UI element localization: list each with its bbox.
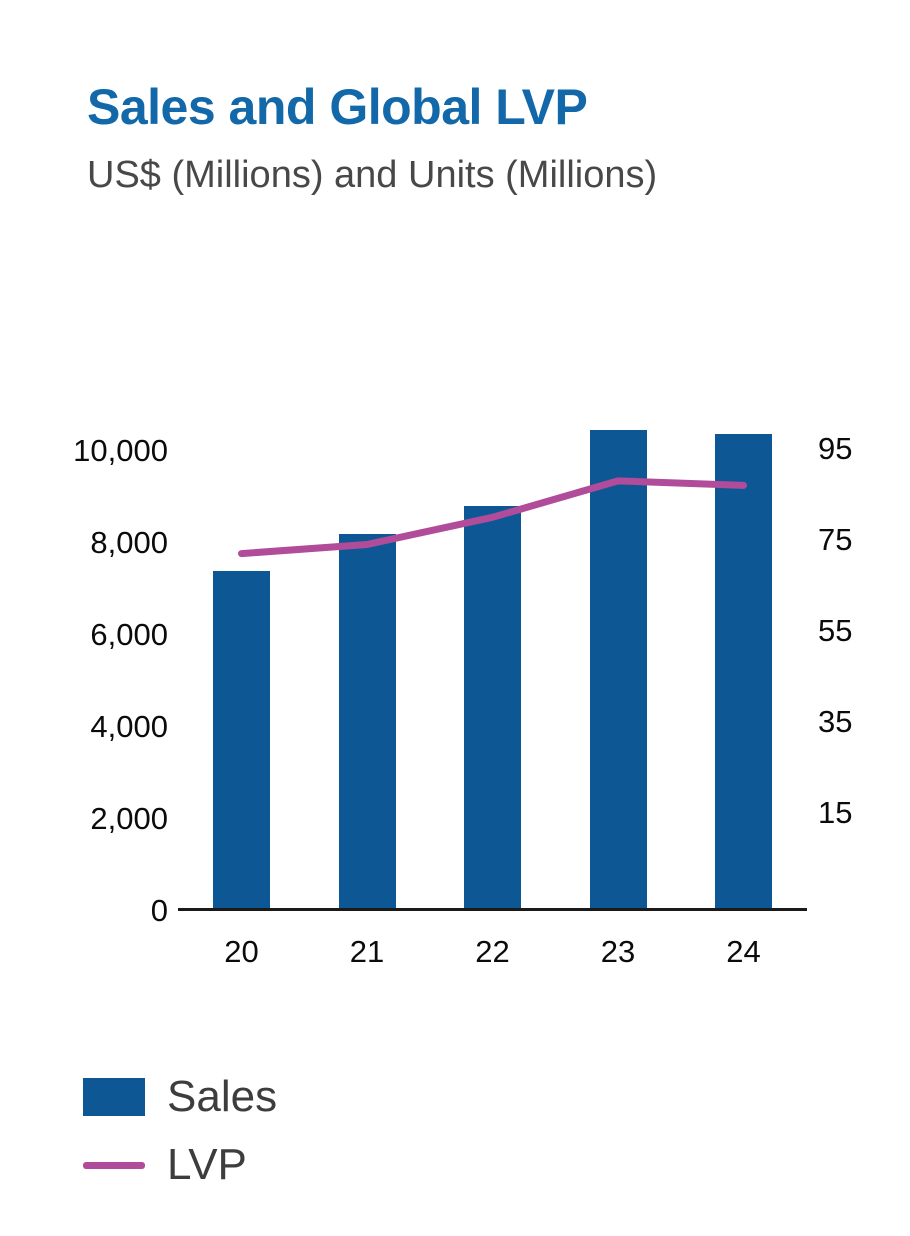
legend-lvp-swatch bbox=[83, 1161, 145, 1169]
y-axis-right-tick-15: 15 bbox=[818, 795, 853, 830]
sales-bar-22 bbox=[464, 506, 521, 911]
legend-sales-swatch bbox=[83, 1078, 145, 1116]
sales-bar-20 bbox=[213, 570, 270, 911]
sales-bar-24 bbox=[715, 433, 772, 911]
y-axis-left-tick-6000: 6,000 bbox=[90, 617, 168, 652]
legend: Sales LVP bbox=[83, 1072, 277, 1190]
sales-bar-23 bbox=[589, 430, 647, 911]
legend-lvp-label: LVP bbox=[167, 1140, 247, 1189]
chart-title: Sales and Global LVP bbox=[87, 79, 588, 135]
x-axis-label-24: 24 bbox=[726, 934, 761, 969]
y-axis-left-tick-10000: 10,000 bbox=[73, 433, 168, 468]
legend-sales-label: Sales bbox=[167, 1072, 278, 1121]
y-axis-right-tick-95: 95 bbox=[818, 431, 853, 466]
y-axis-left-tick-4000: 4,000 bbox=[90, 709, 168, 744]
y-axis-left-tick-2000: 2,000 bbox=[90, 801, 168, 836]
legend-item-sales: Sales bbox=[83, 1072, 277, 1122]
y-axis-right-tick-75: 75 bbox=[818, 522, 853, 557]
x-axis-label-21: 21 bbox=[349, 934, 385, 969]
y-axis-left-tick-8000: 8,000 bbox=[90, 525, 168, 560]
legend-item-lvp: LVP bbox=[83, 1140, 277, 1190]
y-axis-left-tick-0: 0 bbox=[150, 893, 168, 928]
chart-subtitle: US$ (Millions) and Units (Millions) bbox=[87, 154, 658, 196]
sales-bar-21 bbox=[338, 533, 396, 911]
x-axis-label-22: 22 bbox=[475, 934, 510, 969]
x-axis-line bbox=[178, 908, 807, 911]
y-axis-right-tick-55: 55 bbox=[818, 613, 853, 648]
y-axis-right-tick-35: 35 bbox=[818, 704, 853, 739]
x-axis-label-20: 20 bbox=[224, 934, 259, 969]
x-axis-label-23: 23 bbox=[600, 934, 636, 969]
